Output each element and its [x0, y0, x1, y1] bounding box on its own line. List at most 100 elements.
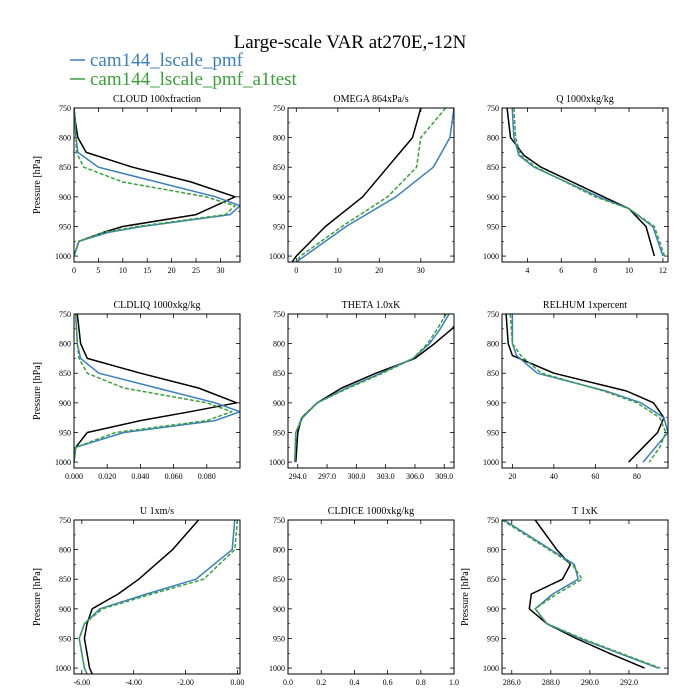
x-tick-label: 60: [591, 472, 599, 481]
y-tick-label: 750: [487, 104, 499, 113]
y-tick-label: 1000: [483, 458, 499, 467]
y-tick-label: 1000: [483, 664, 499, 673]
y-tick-label: 750: [487, 310, 499, 319]
y-tick-label: 950: [273, 428, 285, 437]
panel-title: CLOUD 100xfraction: [113, 94, 201, 105]
x-tick-label: 297.0: [318, 472, 336, 481]
y-tick-label: 800: [273, 546, 285, 555]
x-tick-label: 286.0: [503, 678, 521, 687]
legend-label-a1test: cam144_lscale_pmf_a1test: [90, 69, 298, 90]
panel-frame: [287, 519, 455, 675]
x-tick-label: 30: [417, 266, 425, 275]
y-tick-label: 950: [59, 222, 71, 231]
y-tick-label: 800: [273, 134, 285, 143]
x-tick-label: 0.6: [383, 678, 393, 687]
panel-3: CLDLIQ 1000xkg/kg Pressure [hPa] 750 800 850…: [32, 300, 241, 481]
x-tick-label: 12: [659, 266, 667, 275]
x-tick-label: 0.060: [165, 472, 183, 481]
y-tick-label: 750: [59, 104, 71, 113]
x-tick-label: 306.0: [406, 472, 424, 481]
x-tick-label: 0.8: [416, 678, 426, 687]
x-tick-label: 15: [143, 266, 151, 275]
series-line-1: [74, 108, 240, 257]
x-tick-label: 0.080: [198, 472, 216, 481]
y-tick-label: 800: [59, 134, 71, 143]
series-line-0: [505, 314, 665, 463]
panel-title: CLDLIQ 1000xkg/kg: [114, 300, 201, 311]
y-tick-label: 1000: [483, 252, 499, 261]
y-tick-label: 900: [273, 605, 285, 614]
x-tick-label: 0: [72, 266, 76, 275]
x-tick-label: 0.2: [316, 678, 326, 687]
y-tick-label: 1000: [55, 252, 71, 261]
y-tick-label: 850: [487, 575, 499, 584]
x-tick-label: 8: [593, 266, 597, 275]
panel-title: U 1xm/s: [140, 506, 174, 517]
panel-title: THETA 1.0xK: [342, 300, 401, 311]
series-line-0: [528, 520, 645, 669]
panel-frame: [73, 519, 241, 675]
series-line-0: [83, 520, 200, 674]
panel-frame: [73, 107, 241, 263]
panel-8: T 1xK Pressure [hPa] 750 800 850 900 950 1000 28…: [460, 506, 669, 687]
y-tick-label: 850: [273, 163, 285, 172]
x-tick-label: 309.0: [435, 472, 453, 481]
series-line-2: [295, 108, 447, 262]
panel-7: CLDICE 1000xkg/kg 750 800 850 900 950 1000 0.0 0…: [269, 506, 459, 687]
y-tick-label: 950: [59, 634, 71, 643]
series-line-1: [503, 520, 659, 669]
series-line-2: [509, 314, 667, 463]
x-tick-label: -6.00: [73, 678, 90, 687]
x-tick-label: 0.040: [131, 472, 149, 481]
series-line-2: [78, 520, 239, 674]
x-tick-label: 40: [550, 472, 558, 481]
y-tick-label: 950: [273, 222, 285, 231]
series-line-0: [506, 108, 656, 257]
panel-frame: [73, 313, 241, 469]
y-tick-label: 850: [59, 575, 71, 584]
y-tick-label: 950: [487, 634, 499, 643]
x-tick-label: -4.00: [125, 678, 142, 687]
x-tick-label: 0: [294, 266, 298, 275]
x-tick-label: 303.0: [377, 472, 395, 481]
y-tick-label: 950: [59, 428, 71, 437]
panel-1: OMEGA 864xPa/s 750 800 850 900 950 1000 0 10 20 30: [269, 94, 455, 275]
y-tick-label: 800: [59, 546, 71, 555]
y-tick-label: 950: [487, 222, 499, 231]
x-tick-label: 20: [168, 266, 176, 275]
series-line-0: [295, 325, 454, 463]
panel-frame: [287, 313, 455, 469]
series-line-2: [294, 314, 447, 463]
x-tick-label: 290.0: [581, 678, 599, 687]
y-axis-label: Pressure [hPa]: [32, 568, 43, 626]
panel-frame: [501, 107, 669, 263]
x-tick-label: 20: [508, 472, 516, 481]
x-tick-label: 30: [216, 266, 224, 275]
y-axis-label: Pressure [hPa]: [32, 156, 43, 214]
y-tick-label: 950: [273, 634, 285, 643]
y-tick-label: 1000: [55, 458, 71, 467]
y-tick-label: 950: [487, 428, 499, 437]
series-line-1: [511, 314, 668, 463]
panel-2: Q 1000xkg/kg 750 800 850 900 950 1000 4 6 8 10 12: [483, 94, 669, 275]
y-tick-label: 900: [487, 399, 499, 408]
panel-title: T 1xK: [572, 506, 598, 517]
y-tick-label: 800: [273, 340, 285, 349]
y-tick-label: 850: [59, 369, 71, 378]
x-tick-label: 0.000: [65, 472, 83, 481]
y-tick-label: 850: [487, 369, 499, 378]
x-tick-label: 0.0: [283, 678, 293, 687]
y-tick-label: 750: [59, 310, 71, 319]
x-tick-label: -2.00: [177, 678, 194, 687]
x-tick-label: 4: [525, 266, 529, 275]
y-tick-label: 750: [273, 104, 285, 113]
y-tick-label: 850: [487, 163, 499, 172]
y-tick-label: 900: [487, 605, 499, 614]
series-line-0: [74, 314, 238, 463]
x-tick-label: 20: [375, 266, 383, 275]
panel-frame: [287, 107, 455, 263]
series-line-1: [78, 520, 236, 674]
panel-frame: [501, 313, 669, 469]
